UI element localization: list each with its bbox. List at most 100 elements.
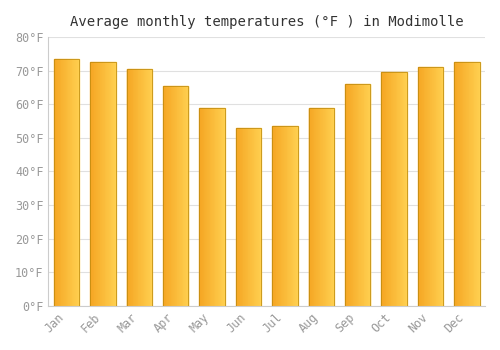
Bar xyxy=(384,72,386,306)
Bar xyxy=(147,69,148,306)
Bar xyxy=(178,86,179,306)
Bar xyxy=(108,62,109,306)
Bar xyxy=(164,86,166,306)
Bar xyxy=(76,59,78,306)
Bar xyxy=(90,62,91,306)
Bar xyxy=(148,69,150,306)
Bar xyxy=(355,84,356,306)
Bar xyxy=(308,108,310,306)
Bar xyxy=(208,108,210,306)
Bar xyxy=(418,67,420,306)
Bar xyxy=(129,69,130,306)
Bar xyxy=(456,62,458,306)
Bar xyxy=(470,62,471,306)
Bar xyxy=(291,126,292,306)
Bar xyxy=(432,67,433,306)
Bar xyxy=(421,67,422,306)
Bar xyxy=(320,108,322,306)
Bar xyxy=(71,59,72,306)
Bar xyxy=(352,84,354,306)
Bar xyxy=(324,108,326,306)
Bar xyxy=(459,62,460,306)
Bar xyxy=(440,67,442,306)
Bar xyxy=(169,86,170,306)
Bar xyxy=(314,108,316,306)
Bar xyxy=(465,62,466,306)
Bar xyxy=(345,84,370,306)
Bar xyxy=(477,62,478,306)
Bar xyxy=(474,62,476,306)
Bar xyxy=(290,126,291,306)
Bar xyxy=(96,62,97,306)
Bar xyxy=(438,67,439,306)
Bar xyxy=(222,108,223,306)
Bar xyxy=(185,86,186,306)
Bar xyxy=(279,126,280,306)
Bar xyxy=(400,72,401,306)
Bar xyxy=(272,126,297,306)
Bar xyxy=(60,59,62,306)
Bar xyxy=(187,86,188,306)
Bar xyxy=(132,69,134,306)
Bar xyxy=(130,69,131,306)
Bar xyxy=(433,67,434,306)
Bar xyxy=(401,72,402,306)
Bar xyxy=(244,128,245,306)
Bar xyxy=(207,108,208,306)
Bar xyxy=(104,62,106,306)
Bar xyxy=(454,62,455,306)
Bar xyxy=(90,62,116,306)
Bar xyxy=(395,72,396,306)
Bar xyxy=(140,69,141,306)
Bar xyxy=(364,84,366,306)
Bar xyxy=(426,67,427,306)
Bar xyxy=(136,69,137,306)
Bar xyxy=(186,86,187,306)
Bar xyxy=(223,108,224,306)
Bar xyxy=(348,84,349,306)
Bar xyxy=(476,62,477,306)
Bar xyxy=(201,108,202,306)
Bar xyxy=(288,126,289,306)
Bar xyxy=(103,62,104,306)
Bar xyxy=(236,128,238,306)
Bar xyxy=(212,108,213,306)
Bar xyxy=(458,62,459,306)
Bar xyxy=(368,84,370,306)
Bar xyxy=(68,59,69,306)
Bar xyxy=(383,72,384,306)
Bar xyxy=(168,86,169,306)
Bar xyxy=(313,108,314,306)
Bar xyxy=(54,59,80,306)
Bar xyxy=(434,67,436,306)
Bar xyxy=(70,59,71,306)
Bar xyxy=(280,126,281,306)
Bar xyxy=(179,86,180,306)
Bar xyxy=(382,72,407,306)
Bar xyxy=(113,62,114,306)
Bar xyxy=(210,108,212,306)
Bar xyxy=(65,59,66,306)
Bar xyxy=(428,67,430,306)
Bar xyxy=(175,86,176,306)
Bar xyxy=(216,108,217,306)
Bar xyxy=(387,72,388,306)
Bar xyxy=(442,67,443,306)
Bar xyxy=(180,86,181,306)
Bar xyxy=(257,128,258,306)
Bar xyxy=(218,108,219,306)
Bar xyxy=(382,72,383,306)
Bar xyxy=(398,72,399,306)
Bar xyxy=(366,84,367,306)
Bar xyxy=(286,126,288,306)
Bar xyxy=(284,126,285,306)
Bar xyxy=(328,108,329,306)
Bar xyxy=(163,86,164,306)
Bar xyxy=(176,86,178,306)
Bar xyxy=(461,62,462,306)
Bar xyxy=(310,108,311,306)
Bar xyxy=(350,84,351,306)
Bar xyxy=(357,84,358,306)
Bar xyxy=(128,69,129,306)
Bar xyxy=(239,128,240,306)
